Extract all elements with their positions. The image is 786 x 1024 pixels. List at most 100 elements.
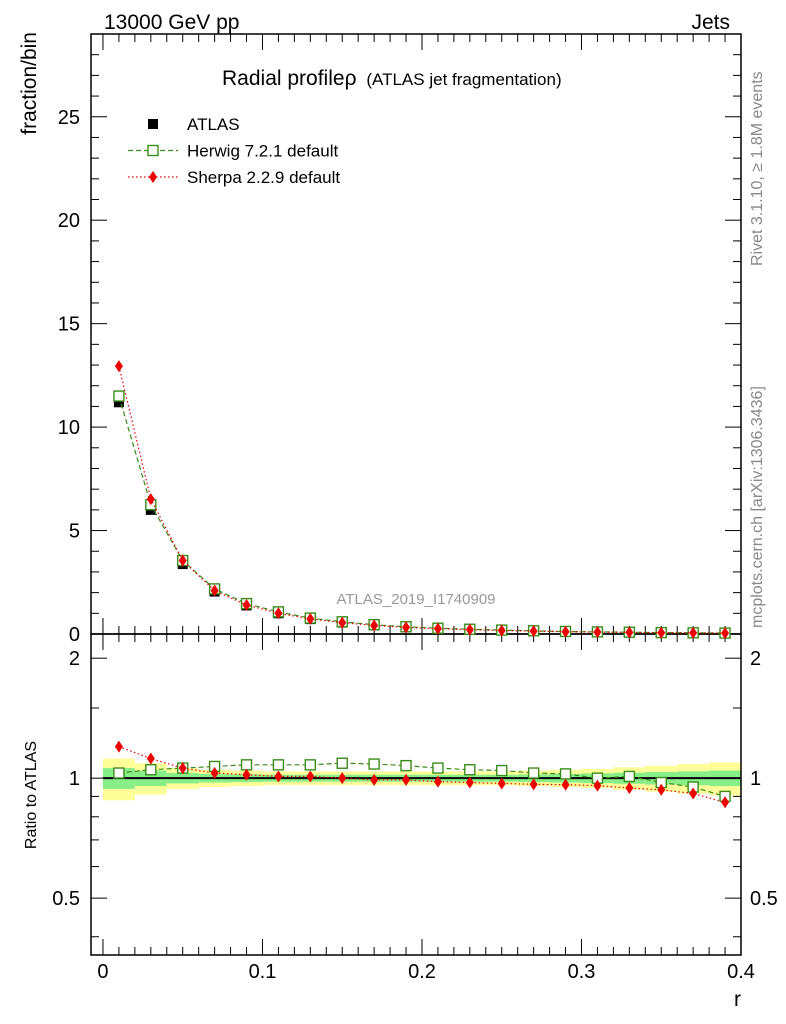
y-tick-label-main: 5: [69, 521, 80, 543]
main-series-point: [625, 626, 634, 639]
main-series-point: [306, 612, 315, 625]
ratio-series-point: [306, 770, 315, 783]
main-series-point: [497, 624, 506, 637]
main-series-point: [338, 616, 347, 629]
main-series-point: [113, 397, 124, 408]
y-tick-label-ratio: 2: [69, 648, 80, 670]
ratio-series-point: [657, 783, 666, 796]
ratio-series-point: [464, 764, 476, 776]
ratio-series-point: [178, 762, 187, 775]
y-tick-label-main: 10: [58, 417, 80, 439]
plot-frames: [90, 33, 742, 956]
ratio-series-point: [623, 770, 636, 783]
legend-label: Sherpa 2.2.9 default: [187, 168, 340, 187]
ratio-series-point: [496, 764, 508, 777]
ratio-series-point: [593, 779, 602, 792]
header-left: 13000 GeV pp: [104, 11, 239, 34]
y-tick-label-main: 0: [69, 624, 80, 646]
ratio-frame: [90, 633, 742, 956]
ratio-series-line: [118, 746, 726, 803]
chart-title-main: Radial profileρ: [222, 67, 357, 90]
legend-marker: [148, 119, 158, 129]
main-series-point: [242, 599, 251, 612]
ratio-series-point: [721, 796, 730, 809]
ratio-series-point: [210, 767, 219, 780]
ratio-series-point: [242, 768, 251, 781]
ratio-series-point: [113, 767, 125, 779]
ratio-uncertainty-bands: [102, 758, 741, 801]
ratio-series-point: [561, 778, 570, 791]
main-series-point: [721, 627, 730, 640]
main-series-point: [657, 626, 666, 639]
y-tick-label-main: 20: [58, 210, 80, 232]
ratio-series-point: [559, 768, 572, 780]
legend-marker: [147, 144, 159, 157]
x-tick-label: 0.3: [568, 961, 596, 983]
ratio-series-point: [304, 759, 317, 771]
ratio-series-point: [529, 778, 538, 791]
ratio-series-point: [145, 764, 157, 776]
rivet-label: Rivet 3.1.10, ≥ 1.8M events: [749, 71, 766, 266]
ratio-series-point: [527, 767, 540, 779]
ratio-series-point: [240, 759, 253, 771]
main-series-point: [529, 625, 538, 638]
main-series-point: [593, 626, 602, 639]
legend-label: Herwig 7.2.1 default: [187, 142, 338, 161]
main-series-point: [402, 621, 411, 634]
main-series-point: [178, 554, 187, 567]
y-tick-label-main: 25: [58, 107, 80, 129]
y-tick-label-ratio-right: 0.5: [750, 888, 778, 910]
y-tick-label-ratio-right: 1: [750, 768, 761, 790]
ratio-series-point: [625, 781, 634, 794]
x-tick-label: 0.4: [727, 961, 755, 983]
ratio-series-point: [689, 787, 698, 800]
main-series-point: [146, 493, 155, 506]
main-ylabel: fraction/bin: [18, 32, 41, 135]
mcplots-label: mcplots.cern.ch [arXiv:1306.3436]: [749, 386, 766, 628]
legend-marker: [149, 171, 157, 183]
main-series-point: [210, 584, 219, 597]
data-series: [113, 360, 731, 809]
ratio-series-point: [272, 759, 285, 771]
y-tick-label-ratio: 1: [69, 768, 80, 790]
ratio-series-point: [432, 762, 444, 774]
ratio-series-point: [274, 770, 283, 783]
main-series-point: [114, 360, 123, 373]
watermark: ATLAS_2019_I1740909: [336, 591, 495, 608]
legend-label: ATLAS: [187, 115, 240, 134]
x-tick-label: 0.1: [249, 961, 277, 983]
legend: ATLAS Herwig 7.2.1 default Sherpa 2.2.9 de…: [128, 115, 340, 187]
ratio-series-point: [400, 759, 412, 772]
axis-ticks: [91, 33, 742, 955]
main-series-point: [465, 623, 474, 636]
ratio-series-point: [370, 773, 379, 786]
chart-title: Radial profileρ (ATLAS jet fragmentation…: [222, 67, 562, 90]
ratio-series-point: [336, 757, 348, 769]
ratio-series-point: [368, 758, 380, 770]
ratio-series-point: [433, 775, 442, 788]
header-right: Jets: [691, 11, 730, 34]
x-tick-label: 0: [97, 961, 108, 983]
main-series-line: [118, 365, 726, 634]
ratio-series-point: [402, 773, 411, 786]
ratio-series-point: [146, 752, 155, 765]
ratio-series-point: [114, 740, 123, 753]
ratio-series-point: [338, 772, 347, 785]
x-tick-label: 0.2: [408, 961, 436, 983]
main-series-point: [370, 619, 379, 632]
y-tick-label-ratio-right: 2: [750, 648, 761, 670]
ratio-ylabel: Ratio to ATLAS: [23, 741, 40, 849]
main-series-point: [689, 626, 698, 639]
chart-title-sub: (ATLAS jet fragmentation): [366, 70, 561, 89]
x-axis-label: r: [734, 988, 741, 1011]
ratio-series-point: [497, 777, 506, 790]
text-labels: 13000 GeV pp Jets fraction/bin Ratio to …: [18, 11, 778, 1011]
ratio-series-point: [465, 776, 474, 789]
y-tick-label-ratio: 0.5: [52, 888, 80, 910]
main-series-point: [433, 622, 442, 635]
y-tick-label-main: 15: [58, 314, 80, 336]
main-series-point: [561, 625, 570, 638]
main-series-point: [274, 607, 283, 620]
main-series-point: [113, 390, 125, 402]
